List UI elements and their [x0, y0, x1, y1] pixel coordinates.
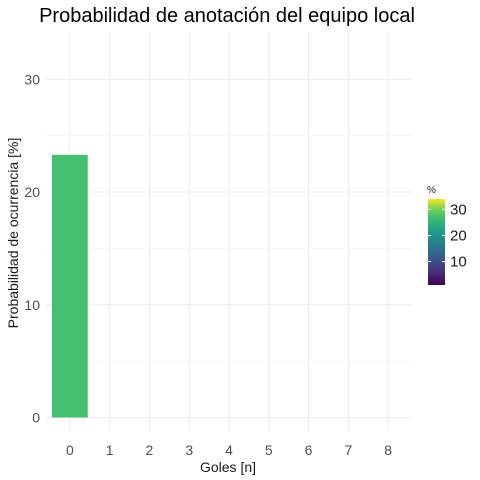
x-tick-label: 4: [225, 442, 233, 458]
legend-colorbar: [428, 199, 445, 285]
x-tick-label: 8: [384, 442, 392, 458]
legend-tick-label: 30: [450, 201, 467, 218]
y-tick-label: 10: [24, 297, 40, 313]
x-tick-label: 3: [185, 442, 193, 458]
bars: [51, 154, 88, 418]
x-axis-label: Goles [n]: [200, 459, 256, 475]
legend-tick-label: 20: [450, 227, 467, 244]
y-axis-ticks: 0 10 20 30: [24, 71, 40, 425]
legend-ticks: 10 20 30: [428, 201, 467, 271]
x-axis-ticks: 0 1 2 3 4 5 6 7 8: [66, 442, 392, 458]
grid-lines: [46, 32, 412, 431]
x-tick-label: 2: [146, 442, 154, 458]
y-axis-label: Probabilidad de ocurrencia [%]: [5, 138, 21, 329]
y-tick-label: 20: [24, 184, 40, 200]
chart-title: Probabilidad de anotación del equipo loc…: [39, 5, 415, 27]
legend: % 10 20 30: [427, 185, 467, 285]
legend-title: %: [427, 185, 436, 196]
bar-0: [51, 154, 88, 418]
legend-tick-label: 10: [450, 254, 467, 271]
x-tick-label: 7: [344, 442, 352, 458]
y-tick-label: 30: [24, 71, 40, 87]
x-tick-label: 5: [265, 442, 273, 458]
x-tick-label: 1: [106, 442, 114, 458]
x-tick-label: 6: [305, 442, 313, 458]
x-tick-label: 0: [66, 442, 74, 458]
y-tick-label: 0: [32, 409, 40, 425]
